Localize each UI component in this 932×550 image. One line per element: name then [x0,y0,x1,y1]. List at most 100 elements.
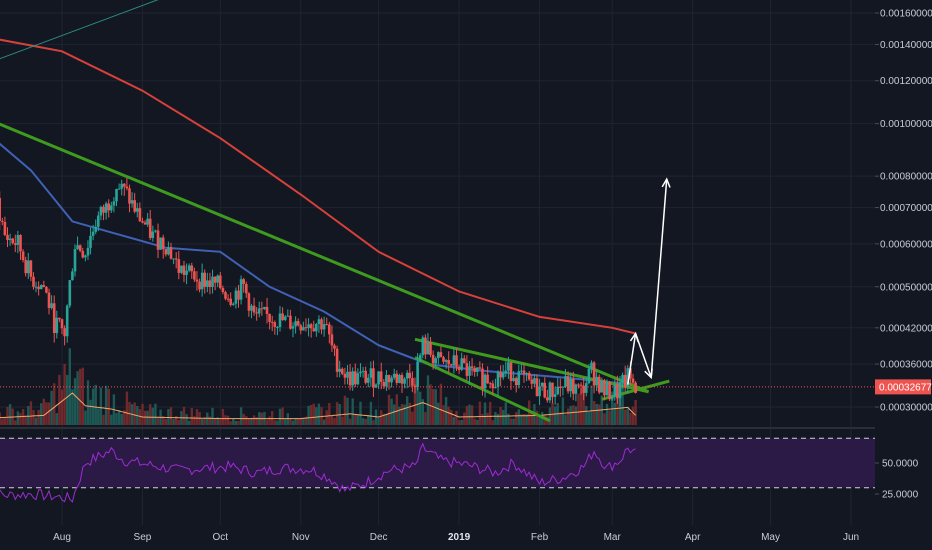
candle-body [600,380,604,393]
volume-bar [416,380,419,425]
last-price-label: 0.00032677 [879,382,932,393]
candle [491,380,495,395]
candle [434,356,437,370]
candle [193,267,196,282]
candle [130,192,134,208]
candle-body [226,298,230,300]
candle [504,361,508,377]
candle-body [431,354,435,364]
volume-bar [390,398,393,425]
candle [374,383,378,388]
candle-body [86,247,90,256]
candle [211,269,214,294]
candle [276,325,279,336]
candle [138,202,142,223]
candle [11,237,14,245]
volume-bar [434,389,437,425]
candle-body [172,258,175,260]
candle-body [213,276,217,283]
candle-body [110,205,113,211]
candle [577,383,580,389]
candle-body [159,237,162,250]
candle [377,371,380,389]
candle-body [169,247,173,259]
candle-body [328,324,331,335]
candle [315,322,318,337]
time-axis[interactable]: Aug Sep Oct Nov Dec 2019 Feb Mar Apr May Jun [0,525,932,550]
volume-bar [631,406,635,425]
volume-bar [73,378,77,425]
candle [421,335,425,359]
volume-bar [102,414,105,425]
candle [1,217,4,226]
candle-body [429,342,432,355]
volume-bar [398,406,401,425]
teal-line [0,0,159,60]
candle-body [338,368,341,372]
volume-bar [232,418,235,425]
volume-bar [237,420,240,425]
candle [289,309,292,330]
candle [600,377,604,393]
candle [320,317,323,335]
candle [263,306,266,310]
candle-body [372,368,375,388]
candle [379,362,383,390]
volume-bar [369,401,373,425]
volume-bar [201,419,204,425]
candle [520,363,523,374]
volume-bar [195,409,199,425]
candle [496,370,500,397]
candle-body [533,378,536,384]
candle-body [16,235,20,245]
candle-body [11,238,14,244]
candle [107,199,110,218]
candle-body [180,265,183,273]
time-tick-label: 2019 [448,532,471,543]
candle-body [631,378,635,383]
candle-body [120,183,123,189]
volume-bar [595,404,598,425]
volume-bar [364,419,367,425]
candle [206,272,209,293]
candle [91,224,95,241]
volume-bar [611,391,614,425]
candle-body [50,303,53,308]
volume-bar [613,402,616,425]
candle [281,307,284,321]
volume-bar [79,368,82,425]
volume-bar [133,402,136,425]
candle-body [29,260,33,277]
volume-bar [1,418,4,425]
candle [200,263,204,297]
volume-bar [169,407,173,425]
candle [538,378,541,405]
volume-bar [40,403,43,425]
candle-body [315,324,318,332]
price-axis[interactable]: 0.00160000 0.00140000 0.00120000 0.00100000… [875,0,932,528]
volume-bar [515,412,518,425]
candle-body [405,372,409,379]
volume-bar [276,420,279,425]
volume-bar [97,408,100,425]
candle [455,348,458,371]
projection-segment [627,333,637,385]
candle [512,371,515,382]
volume-bar [491,420,494,425]
candle [89,227,92,255]
candle-body [582,385,585,393]
candle-body [296,321,300,326]
candle [626,365,630,394]
candle-body [629,368,632,379]
volume-bar [297,419,300,425]
candle-body [125,186,129,189]
candle [120,179,123,196]
candle [405,370,409,389]
candle-body [548,382,552,401]
candle-body [19,235,22,252]
candle [302,321,305,331]
candle-body [530,379,534,384]
candle [27,252,30,280]
candle [286,309,290,317]
